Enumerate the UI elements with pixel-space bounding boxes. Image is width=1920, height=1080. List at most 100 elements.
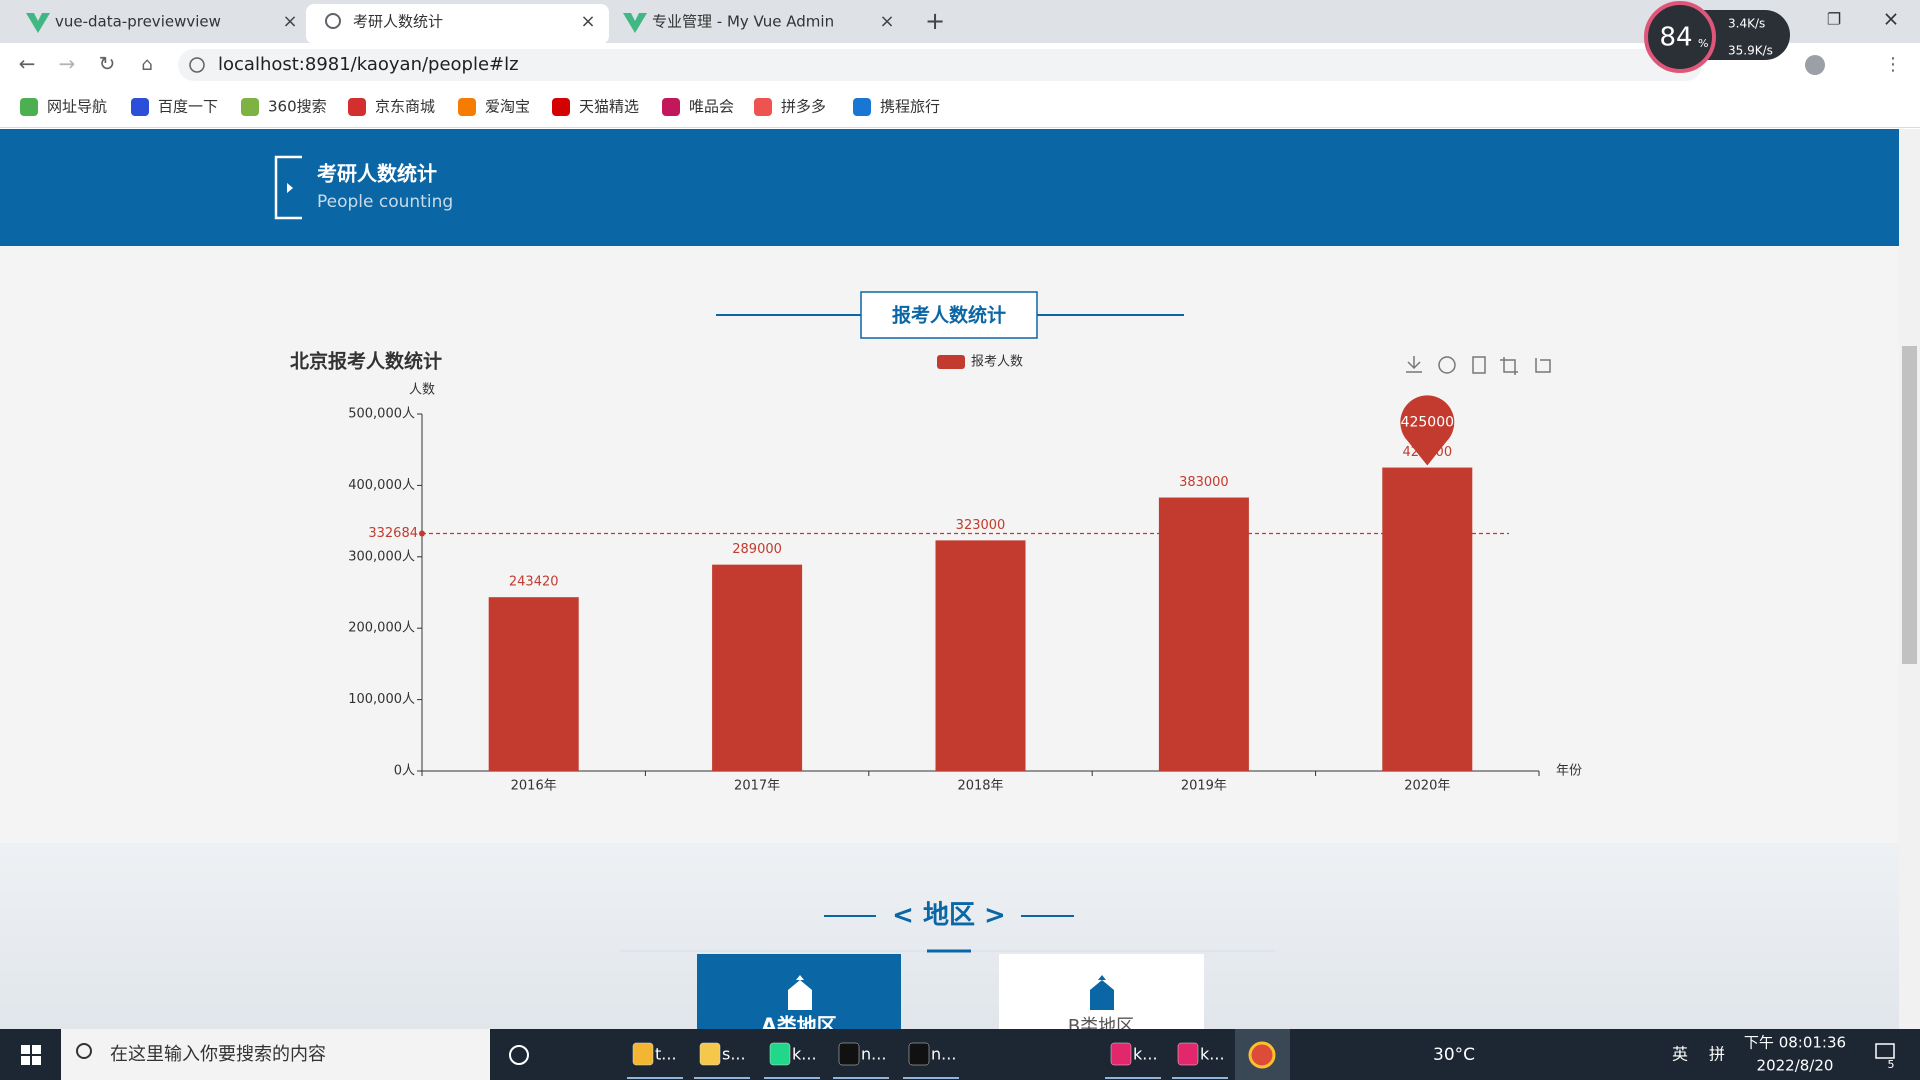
app-label[interactable]: s... [722,1045,746,1064]
max-pin[interactable] [1400,395,1455,466]
bookmarks-bar [0,86,1920,128]
notification-count: 5 [1888,1058,1895,1071]
tab-icon [26,13,50,33]
bookmark-icon [853,98,871,116]
app-icon [699,1042,721,1066]
tab-title[interactable]: 考研人数统计 [353,13,443,31]
bookmark-icon [20,98,38,116]
bar[interactable] [1382,467,1473,771]
bookmark[interactable]: 京东商城 [375,98,435,116]
region-section [0,843,1899,1029]
x-axis-title: 年份 [1556,764,1582,779]
tab-title[interactable]: 专业管理 - My Vue Admin [652,13,834,31]
y-tick-label: 300,000人 [348,549,415,564]
region-icon [788,975,812,1010]
scrollbar-thumb[interactable] [1902,346,1917,664]
tab-close[interactable]: × [282,11,297,32]
taskbar-search[interactable] [61,1029,490,1080]
home-button[interactable]: ⌂ [141,54,152,75]
bookmarks: 网址导航 百度一下 360搜索 京东商城 爱淘宝 天猫精选 唯品会 拼多多 携程旅行 [20,98,940,116]
bookmark[interactable]: 唯品会 [689,98,734,116]
ime-mode[interactable]: 拼 [1709,1045,1725,1064]
bookmark-icon [241,98,259,116]
tab-close[interactable]: × [879,11,894,32]
header-subtitle: People counting [317,192,453,212]
monitor-percent: 84 [1659,23,1692,53]
monitor-ring [1644,1,1716,73]
y-tick-label: 500,000人 [348,407,415,422]
chrome-icon [1248,1041,1276,1069]
bookmark[interactable]: 拼多多 [781,98,826,116]
clock-time[interactable]: 下午 08:01:36 [1744,1034,1846,1052]
y-tick-label: 0人 [394,764,415,779]
bookmark-icon [458,98,476,116]
bookmark-icon [552,98,570,116]
omnibox[interactable] [178,49,1702,81]
app-label[interactable]: k... [792,1045,817,1064]
chart-title: 北京报考人数统计 [290,350,442,373]
bookmark-icon [348,98,366,116]
average-label: 332684 [368,526,418,541]
page-header [0,129,1899,246]
clock-date[interactable]: 2022/8/20 [1757,1057,1834,1075]
header-icon [287,183,293,193]
search-icon [76,1043,92,1059]
bookmark[interactable]: 天猫精选 [579,98,639,116]
bar[interactable] [712,564,803,771]
legend-label[interactable]: 报考人数 [971,355,1023,370]
bookmark-icon [754,98,772,116]
app-label[interactable]: k... [1133,1045,1158,1064]
active-tab[interactable] [306,4,609,44]
bookmark-icon [131,98,149,116]
close-button[interactable]: × [1883,7,1900,31]
max-pin-label: 425000 [1401,415,1454,431]
ime[interactable]: 英 [1672,1045,1688,1064]
new-tab[interactable]: + [925,7,945,35]
monitor-up: 3.4K/s [1728,17,1765,31]
toolbox[interactable] [1406,356,1551,375]
url[interactable]: localhost:8981/kaoyan/people#lz [218,54,519,75]
bookmark[interactable]: 百度一下 [158,98,218,116]
app-icon [632,1042,654,1066]
cortana[interactable] [509,1045,529,1065]
legend-swatch[interactable] [937,355,965,369]
bar[interactable] [1158,497,1249,771]
reload-button[interactable]: ↻ [99,52,116,76]
bookmark-icon [662,98,680,116]
site-info[interactable] [189,57,205,73]
app-icon [1110,1042,1132,1066]
y-tick-label: 200,000人 [348,621,415,636]
region-title: < 地区 > [892,901,1006,931]
bookmark[interactable]: 携程旅行 [880,98,940,116]
start-button[interactable] [21,1045,41,1065]
bookmark[interactable]: 爱淘宝 [485,98,530,116]
bookmark[interactable]: 网址导航 [47,98,107,116]
app-label[interactable]: n... [861,1045,886,1064]
menu-button[interactable]: ⋮ [1884,54,1902,75]
x-tick-label: 2017年 [734,779,780,794]
back-button[interactable]: ← [19,52,36,76]
x-tick-label: 2019年 [1181,779,1227,794]
app-icon [838,1042,860,1066]
app-label[interactable]: t... [655,1045,677,1064]
value-label: 289000 [732,542,782,557]
tab-close[interactable]: × [580,11,595,32]
app-label[interactable]: k... [1200,1045,1225,1064]
profile-button[interactable] [1805,55,1825,75]
app-label[interactable]: n... [931,1045,956,1064]
taskbar-search-text[interactable]: 在这里输入你要搜索的内容 [110,1044,326,1065]
bookmark[interactable]: 360搜索 [268,98,327,116]
bar[interactable] [935,540,1026,771]
restore-button[interactable]: ❐ [1827,10,1841,29]
forward-button[interactable]: → [59,52,76,76]
value-label: 323000 [956,518,1006,533]
notification-icon[interactable] [1875,1043,1895,1059]
value-label: 243420 [509,575,559,590]
section-title: 报考人数统计 [892,304,1006,327]
value-label: 383000 [1179,475,1229,490]
y-tick-label: 400,000人 [348,478,415,493]
tab-title[interactable]: vue-data-previewview [55,13,221,31]
weather[interactable]: 30°C [1433,1045,1475,1065]
bar[interactable] [488,597,579,771]
